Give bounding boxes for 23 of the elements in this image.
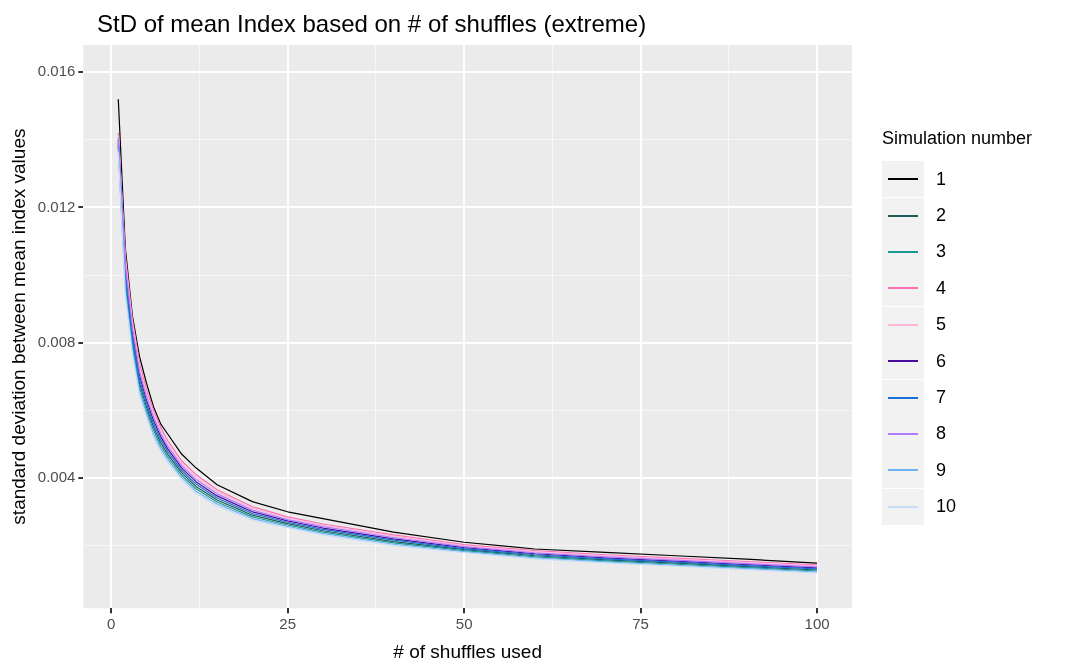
legend-label: 6 <box>936 350 947 372</box>
y-tick-label: 0.004 <box>37 468 76 486</box>
y-tick-label: 0.016 <box>37 62 76 80</box>
legend-label: 8 <box>936 423 947 445</box>
legend-label: 3 <box>936 241 947 263</box>
y-tick-label: 0.012 <box>37 197 76 215</box>
chart-title: StD of mean Index based on # of shuffles (extreme) <box>97 10 647 38</box>
legend-label: 7 <box>936 387 947 409</box>
x-tick-label: 25 <box>279 615 297 633</box>
legend-label: 9 <box>936 459 947 481</box>
legend-label: 10 <box>936 496 957 518</box>
x-tick-label: 100 <box>804 615 830 633</box>
x-tick-label: 50 <box>455 615 473 633</box>
legend-label: 2 <box>936 205 947 227</box>
y-tick-label: 0.008 <box>37 332 76 350</box>
y-axis-title: standard deviation between mean index values <box>7 128 29 525</box>
x-tick-label: 0 <box>107 615 116 633</box>
legend-label: 5 <box>936 314 947 336</box>
x-axis-title: # of shuffles used <box>393 640 542 662</box>
legend-title: Simulation number <box>882 128 1033 149</box>
legend-label: 1 <box>936 168 947 190</box>
legend-label: 4 <box>936 277 947 299</box>
x-tick-label: 75 <box>632 615 649 633</box>
